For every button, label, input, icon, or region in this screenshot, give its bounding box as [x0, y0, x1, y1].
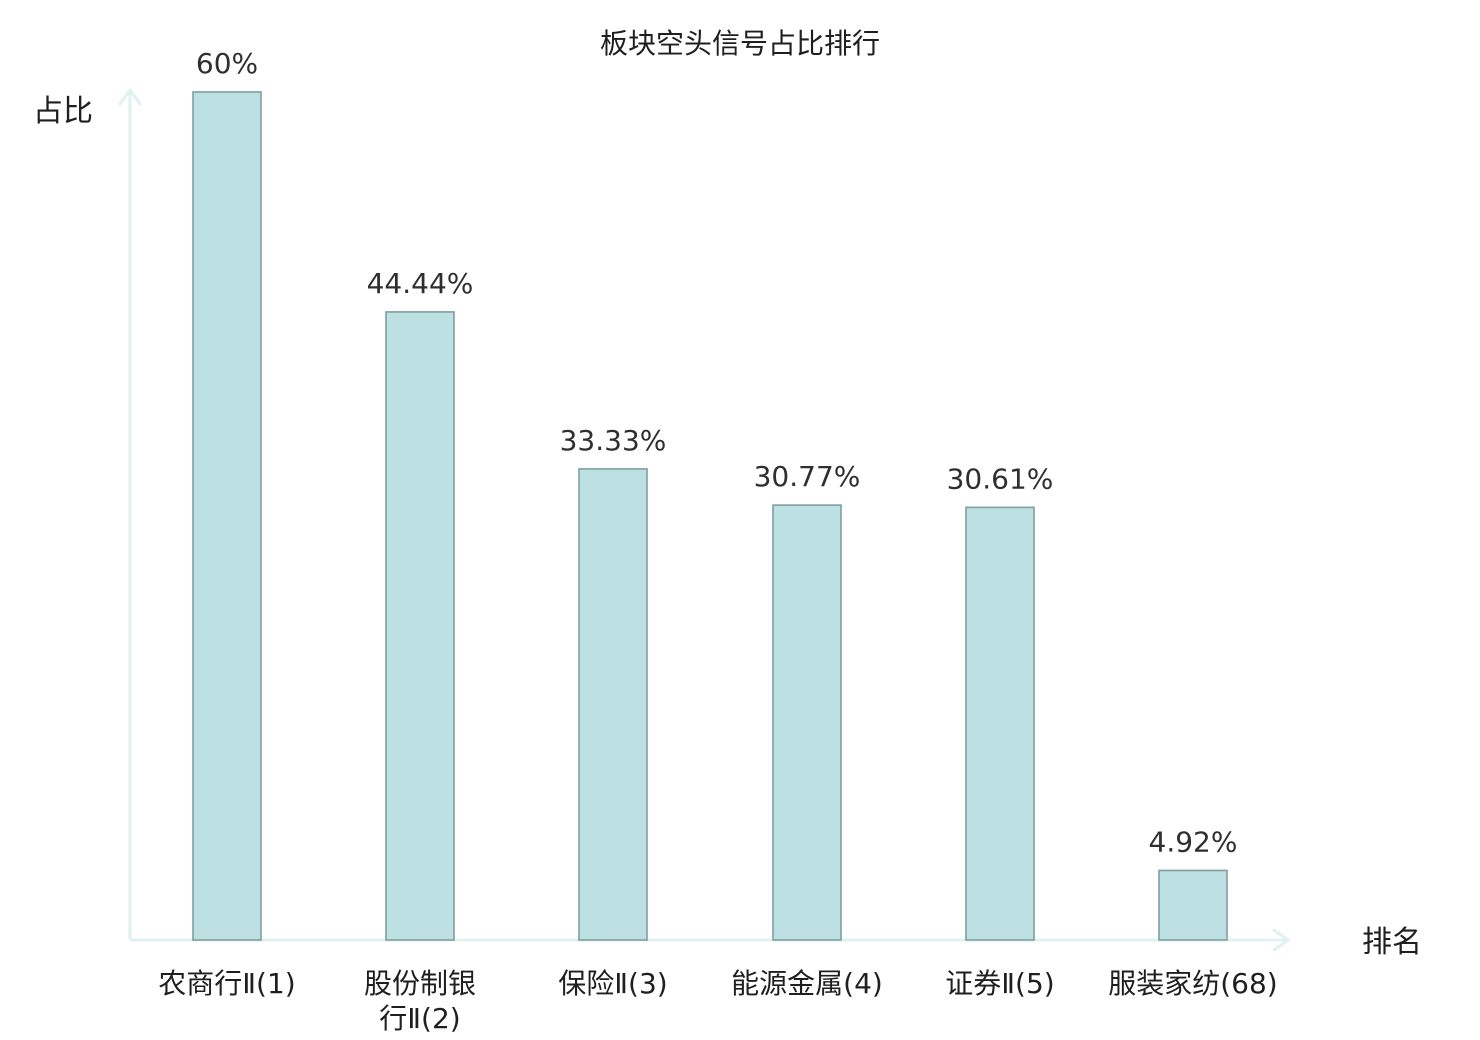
category-label-line-5-1: 证券Ⅱ(5) [945, 967, 1054, 1000]
category-label-6: 服装家纺(68) [1108, 967, 1277, 1000]
category-label-line-3-1: 保险Ⅱ(3) [558, 967, 667, 1000]
y-axis-arrow [118, 88, 142, 106]
category-label-line-2-2: 行Ⅱ(2) [379, 1002, 460, 1035]
bar-value-label-4: 30.77% [754, 460, 861, 493]
category-label-line-4-1: 能源金属(4) [731, 967, 883, 1000]
category-label-2: 股份制银行Ⅱ(2) [364, 967, 476, 1035]
bar-1 [192, 91, 262, 941]
bar-value-label-2: 44.44% [367, 267, 474, 300]
y-axis-label: 占比 [33, 94, 93, 129]
category-label-5: 证券Ⅱ(5) [945, 967, 1054, 1000]
bar-5 [965, 506, 1035, 941]
category-label-line-6-1: 服装家纺(68) [1108, 967, 1277, 1000]
bar-6 [1158, 869, 1228, 941]
category-labels-layer: 农商行Ⅱ(1) 股份制银行Ⅱ(2) 保险Ⅱ(3) 能源金属(4) 证券Ⅱ(5) 服装家纺(… [158, 967, 1277, 1035]
bar-value-label-6: 4.92% [1149, 825, 1238, 858]
value-labels-layer: 60% 44.44% 33.33% 30.77% 30.61% 4.92% [196, 47, 1238, 858]
x-axis-arrow [1272, 928, 1290, 952]
x-axis-label: 排名 [1362, 925, 1422, 960]
axes-layer [118, 88, 1290, 952]
category-label-line-1-1: 农商行Ⅱ(1) [158, 967, 295, 1000]
category-label-1: 农商行Ⅱ(1) [158, 967, 295, 1000]
bar-2 [385, 311, 455, 941]
bars-layer [192, 91, 1228, 941]
bar-value-label-5: 30.61% [947, 462, 1054, 495]
bar-value-label-1: 60% [196, 47, 258, 80]
chart-title: 板块空头信号占比排行 [600, 27, 880, 60]
category-label-line-2-1: 股份制银 [364, 967, 476, 1000]
bar-3 [578, 468, 648, 941]
category-label-4: 能源金属(4) [731, 967, 883, 1000]
bar-value-label-3: 33.33% [560, 424, 667, 457]
bar-4 [772, 504, 842, 941]
category-label-3: 保险Ⅱ(3) [558, 967, 667, 1000]
